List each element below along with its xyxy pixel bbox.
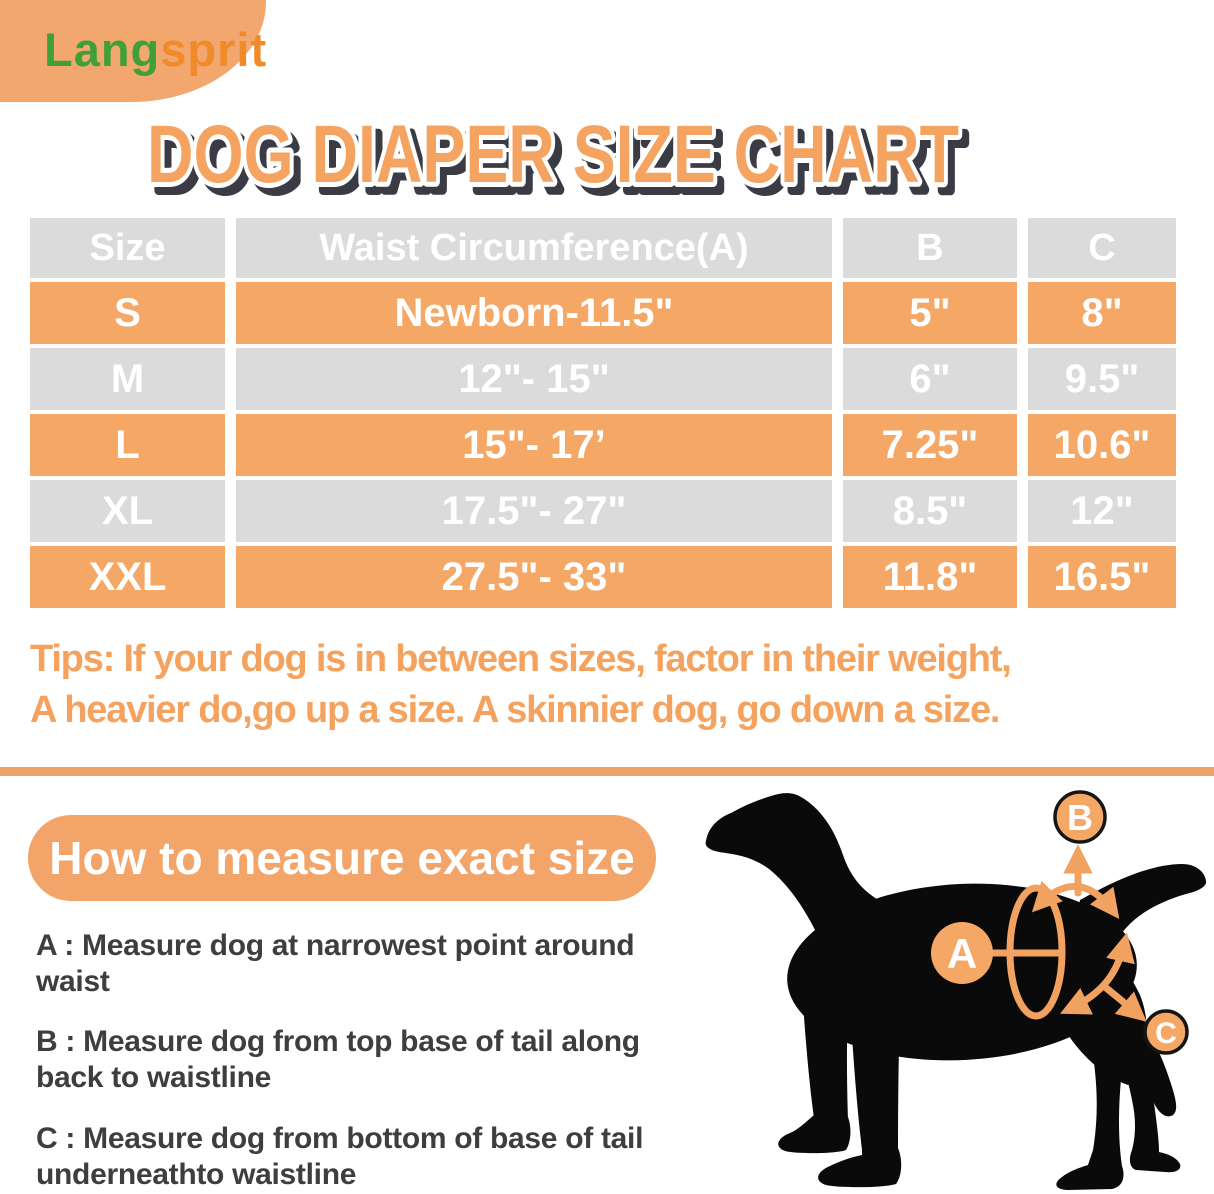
tips-line-2: A heavier do,go up a size. A skinnier do… bbox=[30, 689, 1000, 731]
table-cell-waist: 15"- 17’ bbox=[236, 414, 832, 476]
table-cell-waist: 17.5"- 27" bbox=[236, 480, 832, 542]
table-cell-size: L bbox=[30, 414, 225, 476]
sizing-tips: Tips: If your dog is in between sizes, f… bbox=[30, 634, 1012, 736]
size-chart-table: Size Waist Circumference(A) B C S Newbor… bbox=[30, 218, 1177, 608]
marker-b-letter: B bbox=[1067, 797, 1093, 838]
table-cell-b: 6" bbox=[843, 348, 1017, 410]
instruction-c-line2: underneathto waistline bbox=[36, 1158, 357, 1191]
marker-a-badge bbox=[931, 922, 993, 984]
tips-line-1: Tips: If your dog is in between sizes, f… bbox=[30, 638, 1012, 680]
instruction-b-line1: B : Measure dog from top base of tail al… bbox=[36, 1025, 640, 1058]
table-cell-waist: 12"- 15" bbox=[236, 348, 832, 410]
table-cell-b: 8.5" bbox=[843, 480, 1017, 542]
table-cell-c: 9.5" bbox=[1028, 348, 1176, 410]
page-title: DOG DIAPER SIZE CHART DOG DIAPER SIZE CH… bbox=[142, 104, 971, 213]
table-cell-size: XXL bbox=[30, 546, 225, 608]
header-cell-b: B bbox=[843, 218, 1017, 278]
instruction-c: C : Measure dog from bottom of base of t… bbox=[36, 1121, 736, 1193]
page-title-text: DOG DIAPER SIZE CHART bbox=[147, 109, 959, 200]
instruction-a-line1: A : Measure dog at narrowest point aroun… bbox=[36, 929, 635, 962]
table-cell-waist: Newborn-11.5" bbox=[236, 282, 832, 344]
instruction-a-line2: waist bbox=[36, 965, 110, 998]
how-to-measure-label: How to measure exact size bbox=[49, 832, 635, 884]
table-cell-b: 11.8" bbox=[843, 546, 1017, 608]
brand-name-part2: sprit bbox=[160, 23, 268, 76]
marker-c-letter: C bbox=[1155, 1017, 1177, 1050]
instruction-b-line2: back to waistline bbox=[36, 1061, 271, 1094]
table-cell-b: 7.25" bbox=[843, 414, 1017, 476]
header-cell-c: C bbox=[1028, 218, 1176, 278]
measurement-annotations: A B C bbox=[931, 790, 1189, 1055]
marker-a-letter: A bbox=[947, 930, 977, 977]
how-to-measure-heading: How to measure exact size bbox=[28, 815, 656, 901]
table-cell-size: S bbox=[30, 282, 225, 344]
marker-b-badge bbox=[1053, 790, 1107, 844]
table-cell-size: XL bbox=[30, 480, 225, 542]
instruction-b: B : Measure dog from top base of tail al… bbox=[36, 1024, 736, 1096]
marker-c-badge bbox=[1143, 1009, 1189, 1055]
table-cell-c: 12" bbox=[1028, 480, 1176, 542]
table-cell-waist: 27.5"- 33" bbox=[236, 546, 832, 608]
header-cell-waist: Waist Circumference(A) bbox=[236, 218, 832, 278]
header-cell-size: Size bbox=[30, 218, 225, 278]
tail-to-waist-curve-c bbox=[1060, 932, 1135, 1015]
table-cell-c: 8" bbox=[1028, 282, 1176, 344]
page-title-shadow: DOG DIAPER SIZE CHART bbox=[154, 117, 966, 208]
brand-logo: Langsprit bbox=[44, 22, 267, 77]
table-cell-b: 5" bbox=[843, 282, 1017, 344]
instruction-a: A : Measure dog at narrowest point aroun… bbox=[36, 928, 736, 1000]
table-cell-c: 10.6" bbox=[1028, 414, 1176, 476]
dog-silhouette-icon bbox=[705, 793, 1207, 1190]
table-cell-size: M bbox=[30, 348, 225, 410]
marker-c-arrow bbox=[1101, 983, 1147, 1022]
brand-name-part1: Lang bbox=[44, 23, 161, 76]
table-cell-c: 16.5" bbox=[1028, 546, 1176, 608]
instruction-c-line1: C : Measure dog from bottom of base of t… bbox=[36, 1122, 644, 1155]
section-divider bbox=[0, 767, 1214, 776]
